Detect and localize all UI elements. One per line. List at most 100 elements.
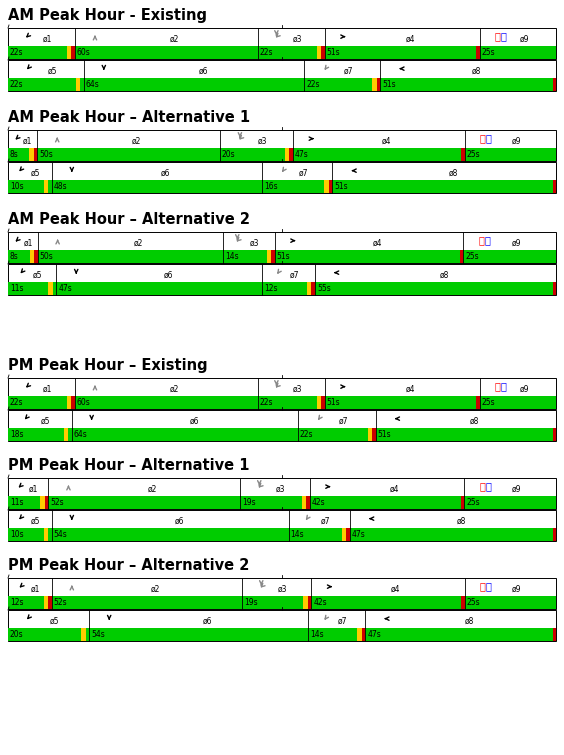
Bar — [480, 396, 556, 409]
Bar — [262, 180, 332, 193]
Bar — [8, 596, 52, 609]
Text: ø8: ø8 — [457, 517, 466, 526]
Text: PM Peak Hour – Alternative 2: PM Peak Hour – Alternative 2 — [8, 558, 249, 573]
Bar — [262, 282, 315, 295]
Text: ø1: ø1 — [43, 385, 52, 394]
Bar — [8, 396, 75, 409]
Bar — [377, 78, 380, 91]
Bar — [8, 28, 556, 59]
Bar — [67, 396, 72, 409]
Text: ø7: ø7 — [299, 169, 309, 178]
Bar — [8, 180, 52, 193]
Text: 11s: 11s — [10, 284, 24, 293]
Bar — [240, 496, 310, 509]
Text: 19s: 19s — [242, 498, 255, 507]
Text: 22s: 22s — [10, 48, 24, 57]
Bar — [342, 528, 346, 541]
Bar — [464, 250, 556, 263]
Text: 60s: 60s — [77, 398, 91, 407]
Bar — [461, 596, 465, 609]
Text: ø2: ø2 — [132, 137, 142, 146]
Text: ⑂: ⑂ — [479, 482, 485, 492]
Text: 22s: 22s — [259, 48, 273, 57]
Bar — [357, 628, 362, 641]
Bar — [8, 478, 556, 509]
Text: 54s: 54s — [54, 530, 68, 539]
Bar — [38, 250, 223, 263]
Text: ⑂: ⑂ — [484, 236, 490, 245]
Bar — [72, 46, 75, 59]
Text: 25s: 25s — [466, 150, 481, 159]
Text: 42s: 42s — [313, 598, 327, 607]
Text: 51s: 51s — [327, 48, 340, 57]
Bar — [372, 428, 376, 441]
Bar — [49, 496, 240, 509]
Bar — [8, 232, 556, 263]
Text: ø5: ø5 — [50, 617, 60, 626]
Text: 60s: 60s — [77, 48, 91, 57]
Bar — [332, 180, 556, 193]
Text: ø9: ø9 — [519, 385, 529, 394]
Text: 8s: 8s — [10, 150, 19, 159]
Text: 42s: 42s — [311, 498, 325, 507]
Text: 10s: 10s — [10, 182, 24, 191]
Text: ø7: ø7 — [320, 517, 330, 526]
Text: ø4: ø4 — [406, 35, 415, 44]
Bar — [553, 180, 556, 193]
Text: AM Peak Hour – Alternative 1: AM Peak Hour – Alternative 1 — [8, 110, 250, 125]
Text: 22s: 22s — [10, 398, 24, 407]
Bar — [8, 148, 37, 161]
Bar — [220, 148, 293, 161]
Text: ø7: ø7 — [338, 617, 347, 626]
Text: 55s: 55s — [317, 284, 331, 293]
Bar — [316, 46, 321, 59]
Text: 47s: 47s — [367, 630, 381, 639]
Text: ⑂: ⑂ — [501, 32, 507, 42]
Bar — [44, 528, 49, 541]
Text: ø6: ø6 — [190, 417, 199, 426]
Bar — [8, 428, 72, 441]
Bar — [553, 628, 556, 641]
Text: ⑂: ⑂ — [501, 381, 507, 392]
Text: 54s: 54s — [91, 630, 105, 639]
Bar — [289, 148, 293, 161]
Text: ø4: ø4 — [382, 137, 392, 146]
Bar — [465, 596, 556, 609]
Text: 50s: 50s — [39, 150, 53, 159]
Text: 50s: 50s — [39, 252, 54, 261]
Bar — [350, 528, 556, 541]
Text: ø8: ø8 — [449, 169, 458, 178]
Bar — [325, 46, 480, 59]
Text: 64s: 64s — [74, 430, 87, 439]
Bar — [8, 264, 556, 295]
Bar — [461, 496, 464, 509]
Text: 51s: 51s — [276, 252, 290, 261]
Text: 19s: 19s — [244, 598, 257, 607]
Text: ø9: ø9 — [512, 239, 521, 248]
Text: ø1: ø1 — [23, 239, 33, 248]
Bar — [321, 46, 325, 59]
Text: 51s: 51s — [378, 430, 391, 439]
Bar — [49, 282, 52, 295]
Text: ø2: ø2 — [151, 585, 160, 594]
Bar — [52, 596, 242, 609]
Bar — [321, 396, 325, 409]
Bar — [242, 596, 311, 609]
Text: ø3: ø3 — [278, 585, 288, 594]
Text: ø4: ø4 — [373, 239, 382, 248]
Bar — [460, 250, 464, 263]
Text: 25s: 25s — [482, 48, 496, 57]
Bar — [372, 78, 377, 91]
Bar — [289, 528, 350, 541]
Text: ø9: ø9 — [512, 485, 521, 494]
Text: ø1: ø1 — [31, 585, 40, 594]
Text: 47s: 47s — [295, 150, 309, 159]
Text: ø2: ø2 — [134, 239, 143, 248]
Text: 14s: 14s — [290, 530, 304, 539]
Text: ø2: ø2 — [170, 385, 179, 394]
Text: ø8: ø8 — [472, 67, 481, 76]
Text: ø6: ø6 — [164, 271, 173, 280]
Text: ø1: ø1 — [23, 137, 33, 146]
Text: ø4: ø4 — [390, 485, 399, 494]
Bar — [553, 428, 556, 441]
